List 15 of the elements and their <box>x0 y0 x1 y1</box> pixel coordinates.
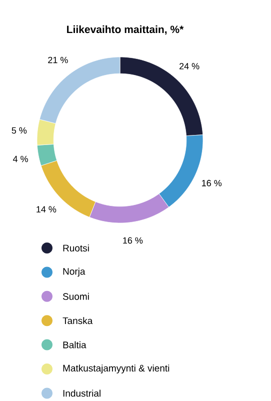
data-label: 16 % <box>202 180 222 186</box>
data-label: 16 % <box>123 237 143 244</box>
legend-label: Suomi <box>62 292 89 300</box>
legend-label: Norja <box>63 268 86 277</box>
legend-label: Tanska <box>62 317 93 324</box>
data-label: 4 % <box>12 156 28 162</box>
chart-title: Liikevaihto maittain, %* <box>67 25 184 35</box>
legend-label: Baltia <box>63 341 86 348</box>
data-label: 5 % <box>12 127 27 134</box>
data-label: 24 % <box>180 63 200 70</box>
data-label: 21 % <box>48 56 68 64</box>
legend-label: Matkustajamyynti & vienti <box>63 364 170 374</box>
data-label: 14 % <box>36 206 56 212</box>
legend-label: Industrial <box>63 390 100 397</box>
legend-label: Ruotsi <box>63 244 89 252</box>
